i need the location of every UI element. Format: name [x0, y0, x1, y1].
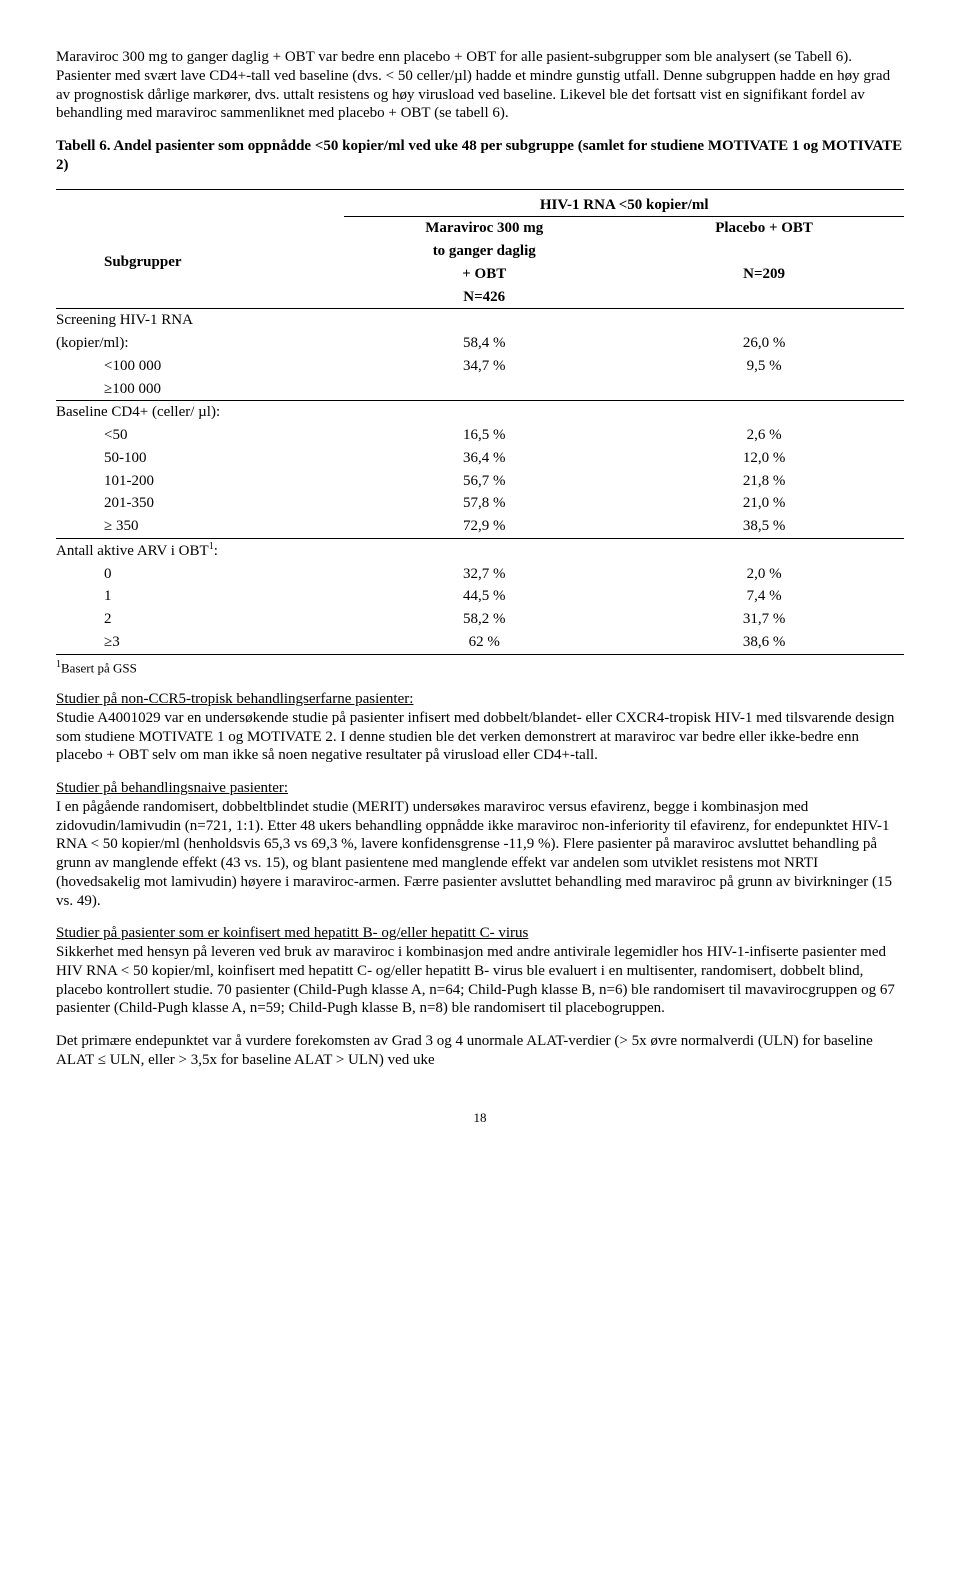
g1-r1-label: ≥100 000 [56, 380, 161, 399]
section-2-body: I en pågående randomisert, dobbeltblinde… [56, 799, 892, 909]
g2-r3-mid: 57,8 % [344, 492, 624, 515]
col-mid-line-2: + OBT [344, 263, 624, 286]
g2-r4-label: ≥ 350 [56, 517, 138, 536]
g2-r1-mid: 36,4 % [344, 447, 624, 470]
table-title: Tabell 6. Andel pasienter som oppnådde <… [56, 137, 904, 175]
g1-r1-mid: 34,7 % [344, 355, 624, 378]
intro-paragraph: Maraviroc 300 mg to ganger daglig + OBT … [56, 48, 904, 123]
col-right-line-0: Placebo + OBT [624, 217, 904, 240]
g3-r0-mid: 32,7 % [344, 563, 624, 586]
results-table: HIV-1 RNA <50 kopier/ml Subgrupper Marav… [56, 189, 904, 655]
col-mid-line-0: Maraviroc 300 mg [344, 217, 624, 240]
g2-r0-label: <50 [56, 426, 127, 445]
col-mid-line-3: N=426 [344, 286, 624, 309]
g3-r3-label: ≥3 [56, 633, 120, 652]
section-1-head: Studier på non-CCR5-tropisk behandlingse… [56, 691, 413, 707]
g3-r1-label: 1 [56, 587, 112, 606]
group2-head: Baseline CD4+ (celler/ µl): [56, 401, 344, 424]
g1-r0-label: <100 000 [56, 357, 161, 376]
group1-head: Screening HIV-1 RNA [56, 309, 344, 332]
g2-r0-right: 2,6 % [624, 424, 904, 447]
col-right-line-1 [624, 240, 904, 263]
group1-head2: (kopier/ml): [56, 332, 344, 355]
g3-r1-mid: 44,5 % [344, 585, 624, 608]
g3-r0-right: 2,0 % [624, 563, 904, 586]
g3-r2-mid: 58,2 % [344, 608, 624, 631]
last-paragraph: Det primære endepunktet var å vurdere fo… [56, 1032, 904, 1070]
g3-r2-right: 31,7 % [624, 608, 904, 631]
section-3-body: Sikkerhet med hensyn på leveren ved bruk… [56, 944, 895, 1016]
page-number: 18 [56, 1110, 904, 1126]
g2-r4-right: 38,5 % [624, 515, 904, 538]
g2-r4-mid: 72,9 % [344, 515, 624, 538]
g2-r3-label: 201-350 [56, 494, 154, 513]
g2-r2-right: 21,8 % [624, 470, 904, 493]
group3-head: Antall aktive ARV i OBT1: [56, 538, 344, 562]
col-mid-line-1: to ganger daglig [344, 240, 624, 263]
g3-r1-right: 7,4 % [624, 585, 904, 608]
g1-r0-mid: 58,4 % [344, 332, 624, 355]
table-footnote: 1Basert på GSS [56, 659, 904, 677]
subgroups-label: Subgrupper [56, 254, 182, 270]
g1-r1-right: 9,5 % [624, 355, 904, 378]
g1-r0-right: 26,0 % [624, 332, 904, 355]
section-2-head: Studier på behandlingsnaive pasienter: [56, 780, 288, 796]
g3-r3-right: 38,6 % [624, 631, 904, 654]
g3-r0-label: 0 [56, 565, 112, 584]
g2-r1-label: 50-100 [56, 449, 147, 468]
g2-r2-label: 101-200 [56, 472, 154, 491]
section-1-body: Studie A4001029 var en undersøkende stud… [56, 710, 894, 764]
g2-r3-right: 21,0 % [624, 492, 904, 515]
g3-r3-mid: 62 % [344, 631, 624, 654]
g2-r2-mid: 56,7 % [344, 470, 624, 493]
g3-r2-label: 2 [56, 610, 112, 629]
section-3-head: Studier på pasienter som er koinfisert m… [56, 925, 528, 941]
col-right-line-2: N=209 [624, 263, 904, 286]
g2-r1-right: 12,0 % [624, 447, 904, 470]
table-super-header: HIV-1 RNA <50 kopier/ml [344, 194, 904, 217]
g2-r0-mid: 16,5 % [344, 424, 624, 447]
